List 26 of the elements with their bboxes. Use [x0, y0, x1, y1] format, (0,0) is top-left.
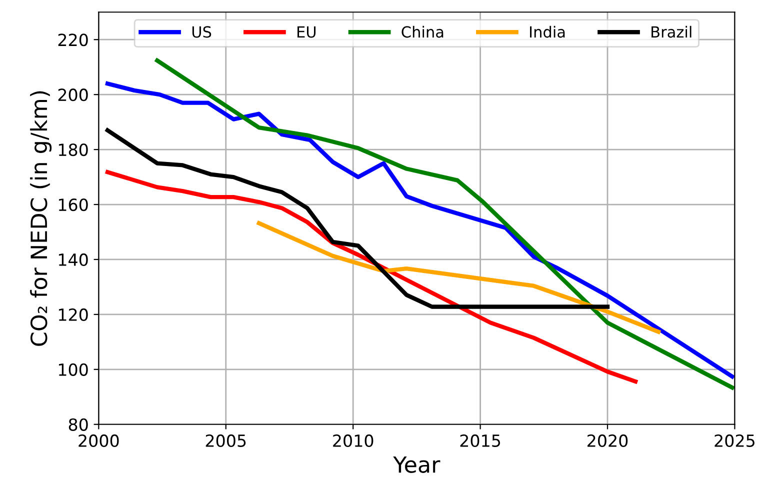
legend-label: US	[192, 26, 212, 38]
y-tick-label: 160	[58, 198, 88, 212]
legend-label: Brazil	[652, 26, 692, 38]
x-tick-label: 2000	[78, 434, 119, 447]
y-tick-label: 140	[58, 253, 88, 266]
line-series	[155, 58, 734, 390]
line-series	[256, 221, 660, 334]
y-tick-label: 120	[58, 308, 88, 322]
y-tick-label: 200	[58, 88, 88, 102]
y-tick-label: 220	[58, 34, 88, 46]
legend-label: EU	[298, 26, 316, 38]
legend-label: China	[402, 26, 444, 38]
y-tick-label: 80	[68, 418, 88, 431]
x-tick-label: 2025	[714, 434, 754, 447]
x-tick-label: 2005	[206, 434, 246, 447]
y-tick-label: 100	[58, 363, 88, 376]
x-tick-label: 2015	[460, 434, 500, 447]
x-tick-label: 2020	[588, 434, 628, 447]
line-series	[105, 81, 734, 379]
y-axis-title: CO₂ for NEDC (in g/km)	[30, 91, 52, 346]
y-tick-label: 180	[58, 144, 88, 156]
legend-label: India	[530, 26, 565, 38]
line-series	[105, 170, 638, 384]
x-tick-label: 2010	[333, 434, 374, 447]
line-series	[105, 128, 610, 309]
x-axis-title: Year	[393, 456, 440, 473]
